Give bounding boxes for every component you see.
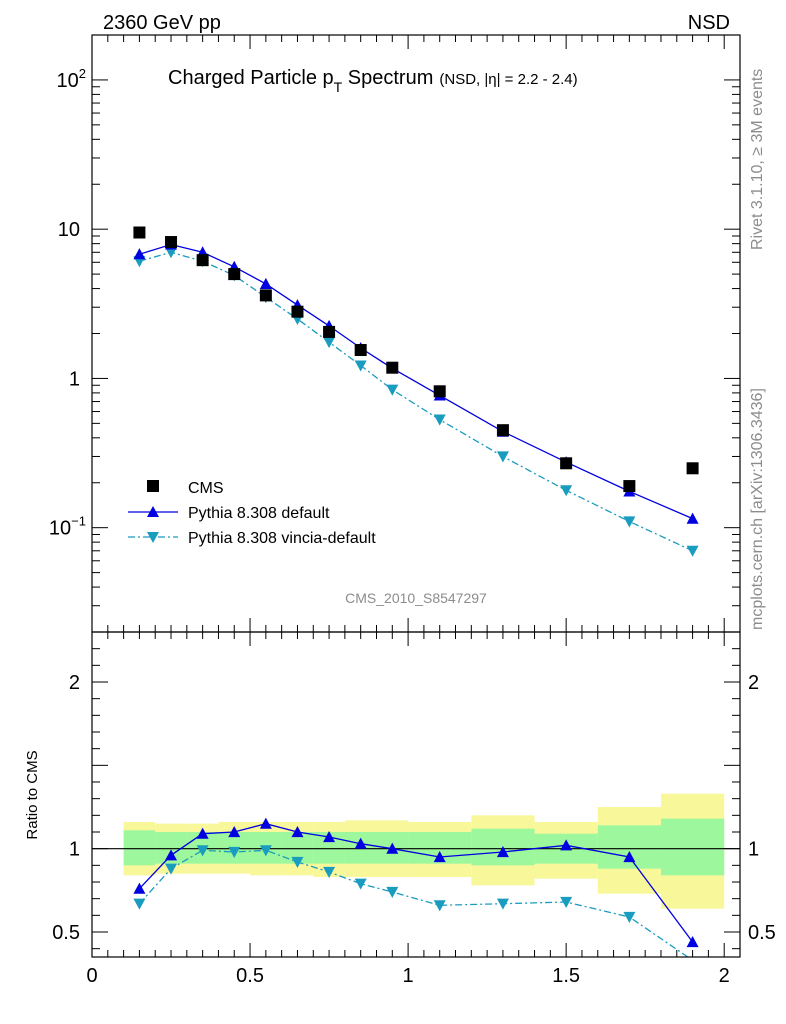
x-tick-label: 1 <box>403 965 414 987</box>
vincia-marker <box>323 337 336 349</box>
axis-ticks <box>91 34 740 957</box>
legend-label-cms: CMS <box>188 480 224 497</box>
cms-data-point <box>386 361 399 374</box>
y-tick-label: 102 <box>57 66 86 92</box>
ratio-vincia-marker <box>133 898 146 910</box>
ratio-y-tick-label-right: 0.5 <box>748 922 776 944</box>
x-tick-label: 1.5 <box>552 965 580 987</box>
chart-title: Charged Particle pT Spectrum (NSD, |η| = … <box>168 67 578 95</box>
ratio-default-marker <box>165 849 178 861</box>
ratio-y-tick-label-left: 1 <box>69 839 80 861</box>
cms-data-point <box>133 226 146 239</box>
legend-label-default: Pythia 8.308 default <box>188 505 330 522</box>
ratio-vincia-marker <box>433 900 446 912</box>
ratio-default-marker <box>496 846 509 858</box>
cms-data-point <box>354 344 367 357</box>
ratio-vincia-marker <box>354 878 367 890</box>
cms-data-point <box>623 480 636 493</box>
ratio-vincia-marker <box>291 856 304 868</box>
vincia-marker <box>386 384 399 396</box>
y-tick-label: 10−1 <box>49 514 86 540</box>
legend-marker-default <box>147 506 159 517</box>
vincia-marker <box>496 451 509 463</box>
default-line <box>139 243 693 520</box>
ratio-y-tick-label-right: 1 <box>748 839 759 861</box>
main-series <box>133 226 699 557</box>
ratio-default-marker <box>259 817 272 829</box>
ratio-vincia-marker <box>165 863 178 875</box>
vincia-marker <box>354 360 367 372</box>
energy-label: 2360 GeV pp <box>103 12 221 34</box>
ratio-default-marker <box>291 826 304 838</box>
cms-data-point <box>686 462 699 475</box>
ratio-band-inner <box>123 830 156 866</box>
mcplots-label: mcplots.cern.ch [arXiv:1306.3436] <box>749 388 766 630</box>
ratio-vincia-marker <box>323 866 336 878</box>
analysis-id: CMS_2010_S8547297 <box>345 590 487 606</box>
ratio-default-marker <box>386 842 399 854</box>
ratio-bands <box>92 793 740 909</box>
default-marker <box>133 248 146 260</box>
ratio-band-inner <box>597 825 661 869</box>
ratio-y-tick-label-left: 0.5 <box>52 922 80 944</box>
cms-data-point <box>323 325 336 338</box>
ratio-vincia-marker <box>228 846 241 858</box>
ratio-band-inner <box>660 818 725 876</box>
rivet-label: Rivet 3.1.10, ≥ 3M events <box>749 69 766 250</box>
ratio-y-axis-label: Ratio to CMS <box>24 750 41 839</box>
legend: CMS Pythia 8.308 default Pythia 8.308 vi… <box>128 480 376 547</box>
ratio-vincia-marker <box>196 845 209 857</box>
cms-data-point <box>291 305 304 318</box>
cms-data-point <box>196 254 209 267</box>
vincia-marker <box>560 485 573 497</box>
ratio-vincia-marker <box>623 911 636 923</box>
y-tick-label: 1 <box>69 368 80 390</box>
ratio-vincia-marker <box>560 896 573 908</box>
ratio-default-marker <box>133 882 146 894</box>
ratio-default-marker <box>686 936 699 948</box>
ratio-y-tick-label-right: 2 <box>748 672 759 694</box>
ratio-vincia-marker <box>496 898 509 910</box>
vincia-marker <box>165 247 178 259</box>
axis-tick-labels: 10−1 1 10 102 0.5 0.5 1 1 2 2 0 0.5 1 1.5 2 <box>49 66 776 987</box>
ratio-default-marker <box>196 827 209 839</box>
y-tick-label: 10 <box>58 219 80 241</box>
legend-marker-vincia <box>147 532 159 543</box>
ratio-vincia-marker <box>386 886 399 898</box>
cms-data-point <box>165 236 178 249</box>
ratio-default-marker <box>354 837 367 849</box>
ratio-vincia-line <box>138 849 689 957</box>
vincia-marker <box>623 516 636 528</box>
cms-data-point <box>496 424 509 437</box>
cms-data-point <box>259 289 272 302</box>
ratio-default-marker <box>560 839 573 851</box>
ratio-default-marker <box>433 851 446 863</box>
legend-marker-cms <box>147 480 159 492</box>
ratio-plot-frame <box>91 631 741 958</box>
ratio-default-line <box>138 823 694 943</box>
x-tick-label: 0 <box>86 965 97 987</box>
default-marker <box>259 277 272 289</box>
vincia-marker <box>433 414 446 426</box>
ratio-series <box>133 817 699 957</box>
cms-data-point <box>560 457 573 470</box>
ratio-default-marker <box>623 851 636 863</box>
legend-label-vincia: Pythia 8.308 vincia-default <box>188 530 376 547</box>
ratio-y-tick-label-left: 2 <box>69 672 80 694</box>
default-marker <box>686 512 699 524</box>
ratio-vincia-marker <box>259 845 272 857</box>
cms-data-point <box>228 268 241 281</box>
x-tick-label: 0.5 <box>236 965 264 987</box>
vincia-marker <box>686 545 699 557</box>
ratio-default-marker <box>228 826 241 838</box>
ratio-default-marker <box>323 831 336 843</box>
x-tick-label: 2 <box>719 965 730 987</box>
cms-data-point <box>433 385 446 398</box>
process-label: NSD <box>688 12 730 34</box>
